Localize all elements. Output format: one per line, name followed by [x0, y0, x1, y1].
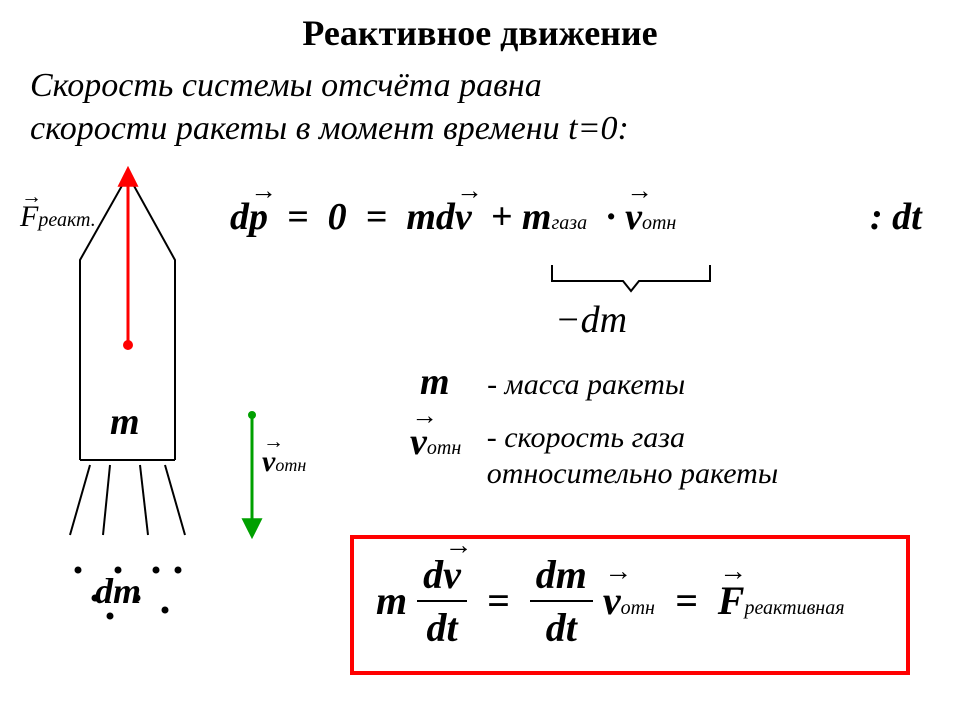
result-m: m: [376, 578, 407, 623]
momentum-equation: dp = 0 = mdv + mгаза · vотн: [230, 195, 676, 239]
dm-exhaust-label: dm: [95, 570, 141, 612]
f-vector-symbol: F: [20, 200, 38, 234]
v-otn-definition-text: - скорость газа относительно ракеты: [487, 420, 778, 492]
divide-by-dt: : dt: [870, 195, 922, 239]
result-equation: m dv dt = dm dt vотн = Fреактивная: [376, 555, 845, 655]
eq-sign-3: =: [487, 578, 510, 623]
minus-dm-label: −dm: [555, 298, 627, 342]
dv-dt-fraction: dv dt: [417, 551, 467, 651]
v-def-sub: отн: [427, 437, 461, 459]
v-def-line1: - скорость газа: [487, 421, 685, 454]
result-v-otn: v: [603, 577, 621, 624]
f-react-label: Fреакт.: [20, 200, 96, 234]
v-otn-arrow-label: vотн: [262, 445, 306, 479]
v-def-vector: v: [410, 420, 427, 464]
gas-velocity-arrow-icon: [248, 411, 256, 535]
subtitle-text: Скорость системы отсчёта равна скорости …: [30, 65, 629, 150]
dt-den-1: dt: [417, 602, 467, 651]
v-otn-subscript: отн: [275, 455, 306, 475]
rocket-mass-label: m: [110, 400, 140, 444]
eq-sign-2: =: [366, 196, 388, 238]
result-F-sub: реактивная: [744, 597, 844, 619]
eq-sign-1: =: [287, 196, 309, 238]
votn-definition-row: vотн - скорость газа относительно ракеты: [410, 420, 778, 492]
page-title: Реактивное движение: [0, 12, 960, 54]
v-def-line2: относительно ракеты: [487, 457, 778, 490]
mass-definition-row: m - масса ракеты: [420, 360, 685, 404]
result-v-otn-sub: отн: [621, 597, 655, 619]
thrust-arrow-icon: [123, 170, 133, 350]
eq-sign-4: =: [675, 578, 698, 623]
v-vector-symbol: v: [262, 445, 275, 479]
m-symbol-def: m: [420, 361, 450, 403]
exhaust-lines: [70, 465, 185, 535]
p-vector: p: [249, 195, 268, 239]
dt-den-2: dt: [530, 602, 593, 651]
v-otn-symbol-def: vотн: [410, 420, 461, 464]
f-react-subscript: реакт.: [38, 209, 95, 231]
m-definition-text: - масса ракеты: [487, 368, 685, 401]
dv-vector: v: [455, 195, 472, 239]
dm-dt-fraction: dm dt: [530, 551, 593, 651]
zero-val: 0: [328, 196, 347, 238]
subtitle-line2: скорости ракеты в момент времени t=0:: [30, 110, 629, 147]
dv-num: v: [443, 551, 461, 598]
result-F: F: [718, 577, 745, 624]
v-otn-eq-sub: отн: [642, 212, 676, 234]
under-bracket-icon: [552, 265, 710, 291]
subtitle-line1: Скорость системы отсчёта равна: [30, 67, 542, 104]
dm-num: dm: [530, 551, 593, 602]
m-gaza-sub: газа: [551, 212, 587, 234]
v-otn-eq: v: [625, 195, 642, 239]
